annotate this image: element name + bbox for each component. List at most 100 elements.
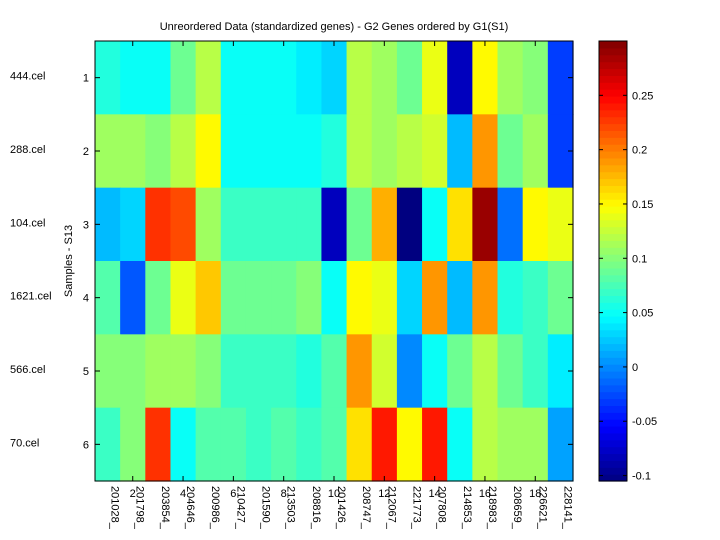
heatmap-cell	[321, 41, 348, 115]
colorbar-step	[599, 54, 627, 63]
row-tick-label: 1	[83, 73, 89, 85]
row-tick-label: 2	[83, 146, 89, 158]
heatmap-cell	[472, 41, 499, 115]
colorbar-step	[599, 322, 627, 331]
heatmap-cell	[145, 187, 172, 262]
col-label: 208816_	[310, 486, 322, 530]
row-label: 288.cel	[10, 144, 45, 156]
heatmap-cell	[245, 187, 272, 262]
colorbar-step	[599, 116, 627, 125]
heatmap-cell	[245, 114, 272, 189]
colorbar-step	[599, 171, 627, 180]
heatmap-cell	[497, 334, 524, 409]
heatmap-cell	[220, 407, 247, 482]
heatmap-cell	[422, 41, 448, 115]
colorbar-step	[599, 295, 627, 303]
heatmap-cell	[170, 114, 197, 189]
col-label: 212067_	[385, 486, 397, 530]
col-label: 214853_	[461, 486, 473, 530]
heatmap-cell	[422, 407, 448, 482]
heatmap-cell	[422, 114, 448, 189]
heatmap-cell	[245, 334, 272, 409]
heatmap-cell	[447, 41, 473, 115]
heatmap-cell	[346, 334, 373, 409]
heatmap-cell	[120, 114, 146, 189]
colorbar-step	[599, 109, 627, 118]
colorbar-step	[599, 350, 627, 358]
heatmap-cell	[195, 187, 222, 262]
colorbar-step	[599, 144, 627, 152]
heatmap-cell	[346, 114, 373, 189]
colorbar-step	[599, 302, 627, 310]
colorbar-step	[599, 467, 627, 475]
heatmap-cell	[145, 407, 172, 482]
heatmap-cell	[120, 334, 146, 409]
heatmap-cell	[497, 187, 524, 262]
col-label: 200986_	[209, 486, 221, 530]
heatmap-cell	[271, 41, 297, 115]
colorbar-tick-label: -0.1	[632, 471, 651, 483]
heatmap-cell	[220, 114, 247, 189]
heatmap-cell	[472, 407, 499, 482]
heatmap-cell	[396, 41, 423, 115]
col-label: 201590_	[260, 486, 272, 530]
row-tick-label: 3	[83, 219, 89, 231]
colorbar-step	[599, 377, 627, 386]
heatmap-cell	[371, 114, 398, 189]
colorbar-step	[599, 219, 627, 228]
heatmap-cell	[170, 261, 197, 335]
heatmap-cell	[145, 261, 172, 335]
heatmap-cell	[346, 41, 373, 115]
heatmap-cell	[497, 407, 524, 482]
heatmap-cell	[296, 187, 323, 262]
colorbar-step	[599, 412, 627, 420]
heatmap-cell	[220, 187, 247, 262]
colorbar-step	[599, 178, 627, 186]
colorbar-step	[599, 206, 627, 214]
heatmap-cell	[396, 407, 423, 482]
col-label: 228141_	[561, 486, 573, 530]
colorbar-step	[599, 254, 627, 262]
colorbar-tick-label: 0.1	[632, 253, 647, 265]
colorbar-step	[599, 446, 627, 455]
heatmap-cell	[296, 334, 323, 409]
heatmap-cell	[346, 187, 373, 262]
col-label: 226621_	[536, 486, 548, 530]
colorbar-step	[599, 151, 627, 159]
heatmap-cell	[271, 261, 297, 335]
col-label: 208747_	[360, 486, 372, 530]
y-axis-label: Samples - S13	[63, 225, 75, 297]
heatmap-cell	[120, 187, 146, 262]
heatmap-cell	[195, 261, 222, 335]
colorbar-step	[599, 391, 627, 400]
heatmap-cell	[346, 407, 373, 482]
heatmap-cell	[396, 261, 423, 335]
heatmap-cell	[371, 187, 398, 262]
colorbar-step	[599, 316, 627, 324]
colorbar-tick-label: 0.25	[632, 90, 653, 102]
colorbar-step	[599, 240, 627, 248]
heatmap-cell	[447, 261, 473, 335]
col-labels: 201028_ 201798_ 203854_ 204646_ 200986_ 21042…	[109, 486, 574, 530]
col-label: 204646_	[184, 486, 196, 530]
heatmap-cell	[195, 334, 222, 409]
heatmap-cell	[472, 114, 499, 189]
col-label: 208659_	[511, 486, 523, 530]
heatmap-cell	[245, 41, 272, 115]
colorbar-step	[599, 157, 627, 166]
col-label: 201426_	[335, 486, 347, 530]
heatmap-cell	[120, 41, 146, 115]
heatmap-cell	[497, 261, 524, 335]
heatmap-cell	[346, 261, 373, 335]
row-label: 1621.cel	[10, 291, 52, 303]
heatmap-cell	[195, 407, 222, 482]
colorbar-step	[599, 102, 627, 111]
colorbar	[599, 41, 627, 482]
colorbar-step	[599, 274, 627, 283]
heatmap-cell	[296, 261, 323, 335]
colorbar-step	[599, 426, 627, 434]
heatmap-cell	[497, 41, 524, 115]
colorbar-step	[599, 309, 627, 317]
col-label: 201028_	[109, 486, 121, 530]
